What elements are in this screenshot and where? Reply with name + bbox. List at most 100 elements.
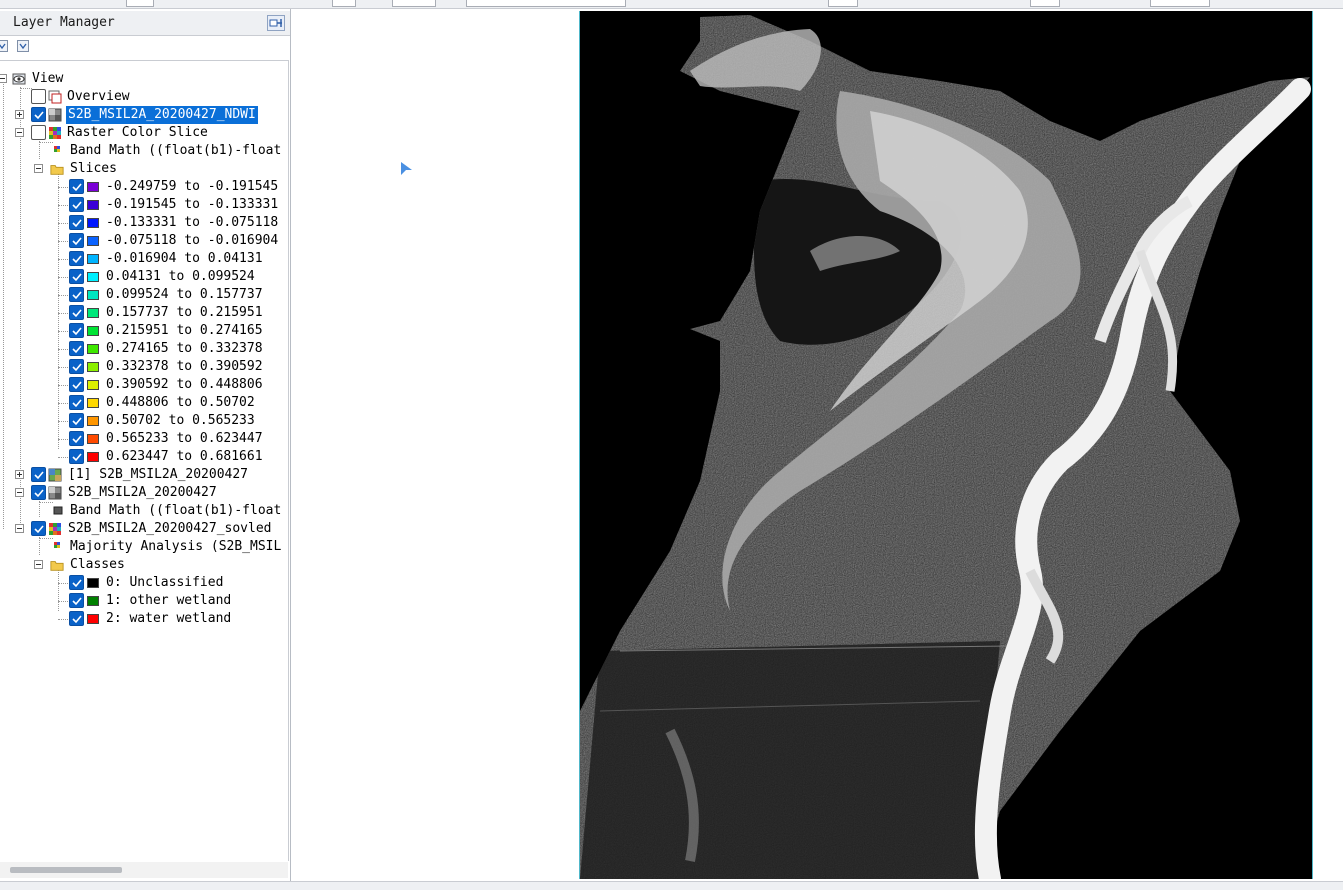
- checkmark-icon: [72, 291, 82, 300]
- ndwi-label[interactable]: S2B_MSIL2A_20200427_NDWI: [66, 106, 258, 124]
- tree-line: [58, 277, 68, 278]
- collapse-toggle[interactable]: [15, 524, 24, 533]
- class-checkbox[interactable]: [69, 593, 84, 608]
- slice-color-swatch: [87, 236, 99, 246]
- slice-color-swatch: [87, 344, 99, 354]
- solved-label: S2B_MSIL2A_20200427_sovled: [68, 521, 272, 536]
- toolbar-field[interactable]: [332, 0, 356, 7]
- tree-line: [58, 331, 68, 332]
- band-math-icon: [54, 146, 60, 152]
- solved-checkbox[interactable]: [31, 521, 46, 536]
- grayscale-raster-icon: [48, 486, 62, 500]
- collapse-toggle[interactable]: [0, 74, 7, 83]
- slice-checkbox[interactable]: [69, 215, 84, 230]
- color-grid-icon: [49, 127, 61, 139]
- class-label: 1: other wetland: [106, 593, 232, 608]
- folder-icon: [50, 165, 64, 175]
- slice-checkbox[interactable]: [69, 233, 84, 248]
- panel-header: Layer Manager: [0, 11, 290, 36]
- band-math-label: Band Math ((float(b1)-float: [70, 143, 282, 158]
- collapse-toggle[interactable]: [34, 560, 43, 569]
- slice-label: -0.016904 to 0.04131: [106, 251, 263, 266]
- slice-checkbox[interactable]: [69, 395, 84, 410]
- slice-label: 0.099524 to 0.157737: [106, 287, 263, 302]
- slice-label: -0.133331 to -0.075118: [106, 215, 279, 230]
- color-slice-checkbox[interactable]: [31, 125, 46, 140]
- grayscale-raster-icon: [48, 108, 62, 122]
- status-bar: [0, 881, 1343, 890]
- collapse-toggle[interactable]: [15, 128, 24, 137]
- tree-line: [58, 367, 68, 368]
- checkmark-icon: [34, 111, 44, 120]
- slice-checkbox[interactable]: [69, 305, 84, 320]
- panel-title: Layer Manager: [13, 15, 115, 30]
- overview-checkbox[interactable]: [31, 89, 46, 104]
- slice-label: -0.249759 to -0.191545: [106, 179, 279, 194]
- checkmark-icon: [72, 417, 82, 426]
- slice-color-swatch: [87, 182, 99, 192]
- top-toolbar: [0, 0, 1343, 9]
- tree-line: [58, 169, 59, 449]
- chevron-down-icon: [19, 43, 27, 50]
- map-view[interactable]: [296, 9, 1343, 890]
- tree-line: [39, 537, 40, 555]
- slice-color-swatch: [87, 290, 99, 300]
- class-checkbox[interactable]: [69, 575, 84, 590]
- checkmark-icon: [34, 489, 44, 498]
- folder-icon: [50, 561, 64, 571]
- slice-checkbox[interactable]: [69, 269, 84, 284]
- slice-checkbox[interactable]: [69, 377, 84, 392]
- toolbar-field[interactable]: [126, 0, 154, 7]
- slice-checkbox[interactable]: [69, 197, 84, 212]
- panel-horizontal-scrollbar[interactable]: [0, 862, 288, 878]
- slice-label: 0.332378 to 0.390592: [106, 359, 263, 374]
- class-checkbox[interactable]: [69, 611, 84, 626]
- slice-checkbox[interactable]: [69, 179, 84, 194]
- slice-color-swatch: [87, 452, 99, 462]
- toolbar-field[interactable]: [392, 0, 436, 7]
- color-slice-label: Raster Color Slice: [67, 125, 208, 140]
- slice-checkbox[interactable]: [69, 341, 84, 356]
- scrollbar-thumb[interactable]: [10, 867, 122, 873]
- slice-checkbox[interactable]: [69, 431, 84, 446]
- toolbar-field[interactable]: [1030, 0, 1060, 7]
- options-button[interactable]: [17, 40, 29, 52]
- band-math-2-label: Band Math ((float(b1)-float: [70, 503, 282, 518]
- tree-line: [58, 187, 68, 188]
- collapse-toggle[interactable]: [34, 164, 43, 173]
- slice-checkbox[interactable]: [69, 413, 84, 428]
- layer2-checkbox[interactable]: [31, 485, 46, 500]
- chevron-down-icon: [0, 43, 6, 50]
- expand-toggle[interactable]: [15, 110, 24, 119]
- checkmark-icon: [72, 309, 82, 318]
- pin-button[interactable]: [267, 15, 285, 31]
- ndwi-checkbox[interactable]: [31, 107, 46, 122]
- layer1-checkbox[interactable]: [31, 467, 46, 482]
- layer-tree: View Overview S2B_MSIL2A_20200427_NDWI: [0, 60, 289, 861]
- tree-line: [58, 295, 68, 296]
- slice-color-swatch: [87, 326, 99, 336]
- toolbar-field[interactable]: [1150, 0, 1210, 7]
- tree-line: [3, 79, 4, 529]
- toolbar-field[interactable]: [828, 0, 858, 7]
- collapse-toggle[interactable]: [15, 488, 24, 497]
- toolbar-dropdown[interactable]: [466, 0, 626, 7]
- slice-checkbox[interactable]: [69, 359, 84, 374]
- expand-toggle[interactable]: [15, 470, 24, 479]
- tree-line: [58, 259, 68, 260]
- slice-checkbox[interactable]: [69, 449, 84, 464]
- tree-line: [58, 601, 68, 602]
- tree-line: [58, 619, 68, 620]
- tree-line: [58, 223, 68, 224]
- tree-line: [58, 403, 68, 404]
- band-math-icon: [54, 542, 60, 548]
- slice-checkbox[interactable]: [69, 251, 84, 266]
- slice-checkbox[interactable]: [69, 287, 84, 302]
- checkmark-icon: [72, 381, 82, 390]
- raster-image[interactable]: [579, 11, 1313, 890]
- slice-checkbox[interactable]: [69, 323, 84, 338]
- slice-color-swatch: [87, 254, 99, 264]
- eye-icon: [12, 73, 26, 85]
- checkmark-icon: [72, 579, 82, 588]
- collapse-button[interactable]: [0, 40, 8, 52]
